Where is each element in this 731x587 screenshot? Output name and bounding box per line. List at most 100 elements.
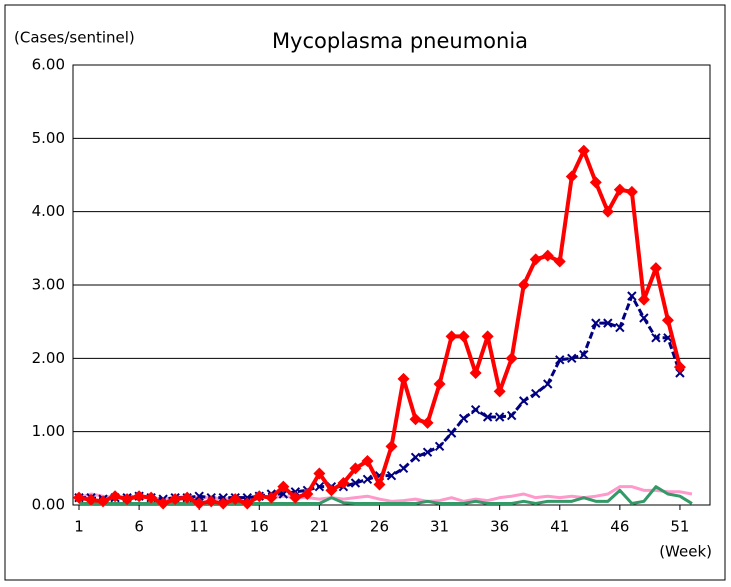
x-tick-label: 46 <box>610 518 629 536</box>
marker <box>589 176 602 189</box>
marker <box>625 185 638 198</box>
marker <box>601 205 614 218</box>
marker <box>651 333 661 343</box>
x-tick-label: 16 <box>250 518 269 536</box>
marker <box>591 318 601 328</box>
marker <box>194 491 204 501</box>
marker <box>313 467 326 480</box>
marker <box>193 497 206 510</box>
marker <box>673 361 686 374</box>
marker <box>373 478 386 491</box>
y-tick-label: 5.00 <box>32 129 65 147</box>
marker <box>398 463 409 474</box>
y-tick-label: 0.00 <box>32 496 65 514</box>
marker <box>494 412 505 422</box>
marker <box>409 413 422 426</box>
marker <box>97 495 110 508</box>
x-tick-label: 21 <box>310 518 329 536</box>
y-tick-label: 3.00 <box>32 276 65 294</box>
marker <box>531 388 541 399</box>
marker <box>397 372 410 385</box>
marker <box>410 452 421 463</box>
y-tick-label: 2.00 <box>32 349 65 367</box>
marker <box>361 455 374 467</box>
marker <box>505 352 518 365</box>
marker <box>577 144 590 157</box>
marker <box>301 488 314 500</box>
marker <box>517 279 530 291</box>
x-tick-label: 41 <box>550 518 569 536</box>
marker <box>481 330 494 343</box>
marker <box>627 291 637 301</box>
marker <box>121 493 134 506</box>
marker <box>446 428 457 438</box>
marker <box>349 462 362 475</box>
chart-title: Mycoplasma pneumonia <box>272 29 528 53</box>
marker <box>350 478 361 488</box>
series-line <box>79 485 693 506</box>
marker <box>145 491 158 504</box>
marker <box>567 353 577 364</box>
marker <box>229 493 242 506</box>
marker <box>565 170 578 183</box>
marker <box>289 491 302 504</box>
marker <box>314 481 325 492</box>
marker <box>265 491 278 504</box>
marker <box>157 497 170 510</box>
marker <box>579 349 589 360</box>
marker <box>433 378 446 390</box>
marker <box>639 313 649 323</box>
marker <box>506 410 517 421</box>
marker <box>553 255 566 268</box>
marker <box>661 314 674 327</box>
marker <box>470 404 481 415</box>
marker <box>543 379 553 389</box>
marker <box>253 490 266 503</box>
marker <box>337 477 350 489</box>
marker <box>434 441 445 452</box>
marker <box>457 330 470 343</box>
marker <box>181 491 194 504</box>
marker <box>613 183 626 196</box>
x-tick-label: 26 <box>370 518 389 536</box>
marker <box>615 322 625 333</box>
marker <box>469 367 482 379</box>
marker <box>325 484 338 497</box>
x-tick-label: 31 <box>430 518 449 536</box>
marker <box>493 385 506 398</box>
x-tick-label: 6 <box>134 518 144 536</box>
marker <box>85 493 98 506</box>
marker <box>637 293 650 306</box>
marker <box>649 262 662 275</box>
marker <box>458 413 469 424</box>
y-tick-label: 1.00 <box>32 422 65 440</box>
marker <box>386 470 397 481</box>
x-tick-label: 11 <box>190 518 209 536</box>
marker <box>241 497 254 510</box>
x-axis-label: (Week) <box>659 543 712 561</box>
marker <box>133 490 146 503</box>
marker <box>109 490 122 503</box>
marker <box>169 493 182 506</box>
marker <box>421 416 434 429</box>
marker <box>277 480 290 493</box>
marker <box>445 330 458 343</box>
y-tick-label: 4.00 <box>32 202 65 220</box>
marker <box>362 474 373 485</box>
marker <box>385 440 398 453</box>
marker <box>519 396 529 406</box>
marker <box>422 447 433 457</box>
y-tick-label: 6.00 <box>32 56 65 74</box>
x-tick-label: 1 <box>74 518 84 536</box>
marker <box>205 495 218 508</box>
marker <box>603 318 613 328</box>
marker <box>73 491 86 504</box>
x-tick-label: 36 <box>490 518 509 536</box>
marker <box>541 249 554 262</box>
marker <box>555 355 565 365</box>
marker <box>482 412 493 422</box>
y-axis-label: (Cases/sentinel) <box>14 29 135 47</box>
x-tick-label: 51 <box>670 518 689 536</box>
